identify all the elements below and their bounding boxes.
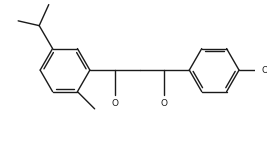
Text: O: O <box>111 99 118 108</box>
Text: O: O <box>161 99 168 108</box>
Text: O: O <box>262 66 267 75</box>
